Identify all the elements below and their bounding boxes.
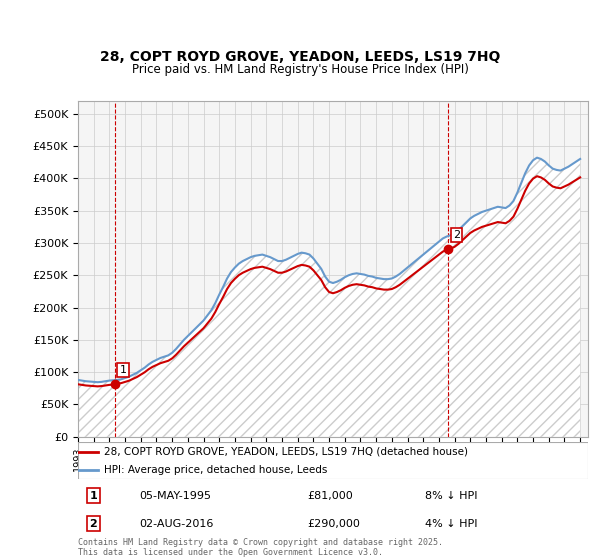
Text: 1: 1 <box>89 491 97 501</box>
Text: 28, COPT ROYD GROVE, YEADON, LEEDS, LS19 7HQ: 28, COPT ROYD GROVE, YEADON, LEEDS, LS19… <box>100 50 500 64</box>
Text: 2: 2 <box>89 519 97 529</box>
Text: HPI: Average price, detached house, Leeds: HPI: Average price, detached house, Leed… <box>104 465 327 475</box>
Text: 8% ↓ HPI: 8% ↓ HPI <box>425 491 478 501</box>
Text: 1: 1 <box>119 365 127 375</box>
Text: 2: 2 <box>453 230 460 240</box>
Text: 05-MAY-1995: 05-MAY-1995 <box>139 491 211 501</box>
Text: 4% ↓ HPI: 4% ↓ HPI <box>425 519 478 529</box>
Text: Contains HM Land Registry data © Crown copyright and database right 2025.
This d: Contains HM Land Registry data © Crown c… <box>78 538 443 557</box>
Text: 02-AUG-2016: 02-AUG-2016 <box>139 519 214 529</box>
Text: 28, COPT ROYD GROVE, YEADON, LEEDS, LS19 7HQ (detached house): 28, COPT ROYD GROVE, YEADON, LEEDS, LS19… <box>104 446 467 456</box>
Text: £290,000: £290,000 <box>308 519 361 529</box>
Text: £81,000: £81,000 <box>308 491 353 501</box>
Text: Price paid vs. HM Land Registry's House Price Index (HPI): Price paid vs. HM Land Registry's House … <box>131 63 469 76</box>
FancyBboxPatch shape <box>78 442 588 479</box>
